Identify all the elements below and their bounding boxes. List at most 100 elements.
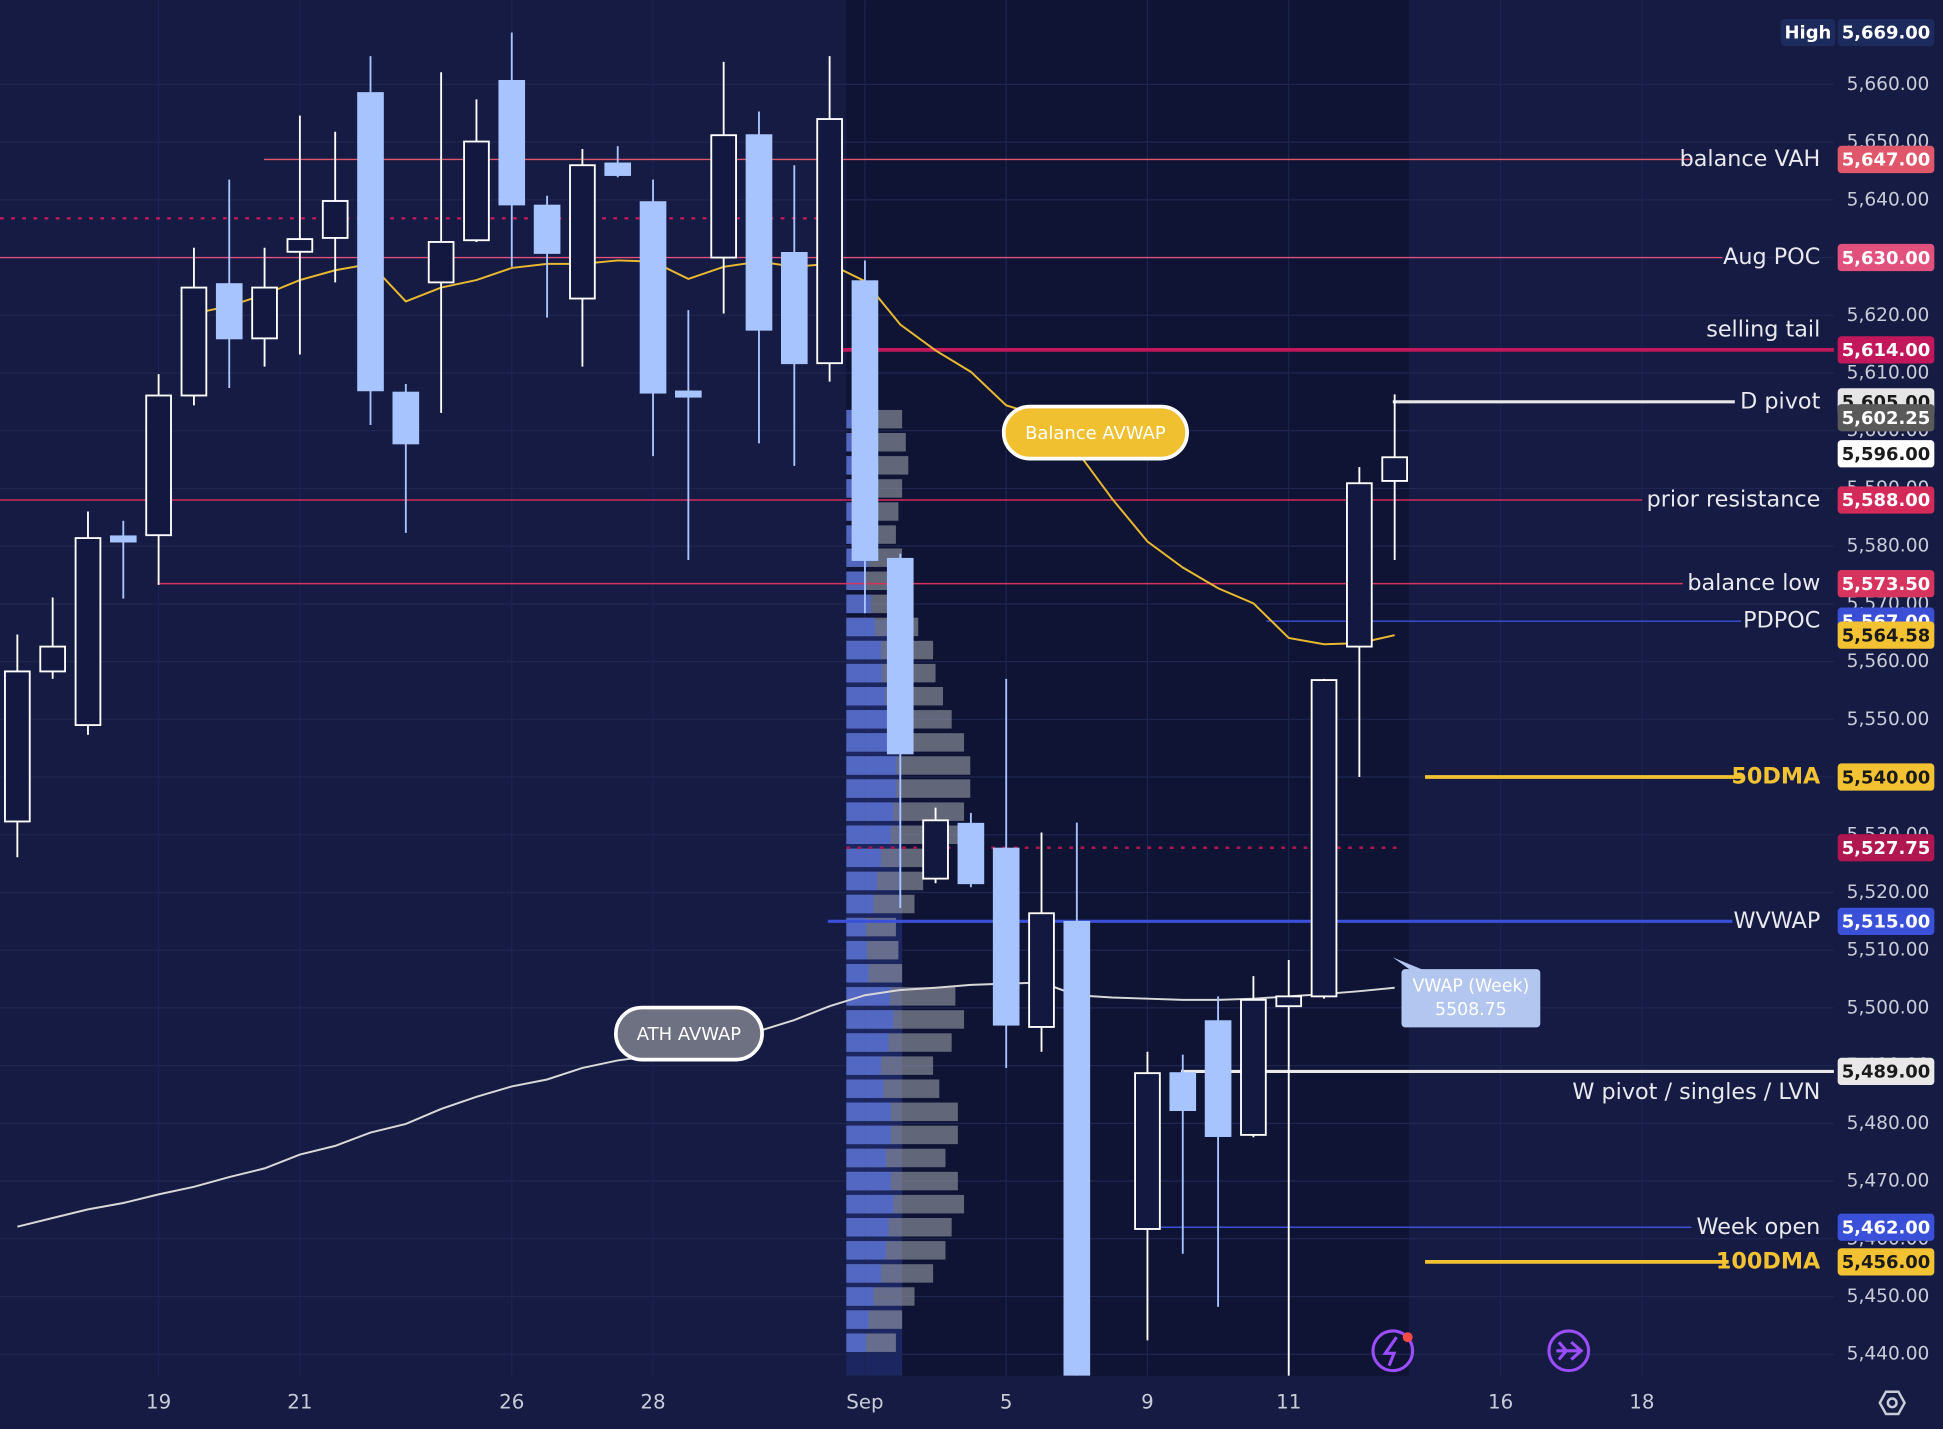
price-tag-label: 5,669.00	[1842, 23, 1931, 44]
price-tag-label: 5,602.25	[1842, 408, 1931, 429]
candle-body	[851, 280, 879, 561]
profile-bar-inner	[846, 1033, 889, 1052]
price-tag	[1837, 1057, 1935, 1086]
candle-body	[4, 670, 31, 823]
profile-bar-inner	[846, 1148, 886, 1168]
y-tick-label: 5,520.00	[1847, 882, 1930, 903]
profile-bar-inner	[846, 617, 876, 637]
candle-body	[780, 252, 808, 365]
candle-body	[1134, 1072, 1161, 1230]
price-tag-name: High	[1785, 23, 1832, 44]
profile-bar-inner	[846, 663, 883, 683]
settings-hub	[1886, 1397, 1898, 1409]
profile-bar-inner	[846, 1264, 882, 1283]
profile-bar-inner	[846, 1010, 894, 1029]
profile-bar-inner	[846, 1241, 886, 1260]
candle-body	[957, 822, 985, 885]
price-tag-label: 5,456.00	[1842, 1252, 1931, 1273]
y-tick-label: 5,620.00	[1847, 305, 1930, 326]
price-tag-label: 5,540.00	[1842, 767, 1931, 788]
price-tag	[1837, 1248, 1935, 1276]
candle-body	[321, 200, 349, 239]
level-label: 100DMA	[1716, 1248, 1821, 1274]
profile-bar-inner	[846, 571, 867, 591]
price-tag-name-box	[1780, 18, 1836, 47]
candle-body	[1204, 1020, 1232, 1137]
candle-body	[498, 80, 526, 206]
candle-body	[1240, 998, 1267, 1136]
profile-bar-inner	[846, 1056, 882, 1075]
candle-body	[145, 394, 172, 537]
x-tick-label: 21	[287, 1390, 312, 1413]
candle-body	[675, 390, 702, 398]
level-label: D pivot	[1740, 388, 1820, 414]
profile-bar-inner	[846, 640, 882, 660]
replay-icon[interactable]	[1547, 1329, 1591, 1373]
profile-bar-inner	[846, 894, 874, 914]
bottom-icons	[1371, 1329, 1907, 1416]
level-label: balance VAH	[1680, 146, 1821, 172]
candle-body	[1346, 482, 1373, 648]
line-name-pill	[1001, 404, 1189, 461]
candle-body	[886, 557, 914, 755]
price-tag	[1837, 145, 1935, 174]
overlay: 5,440.005,450.005,460.005,470.005,480.00…	[146, 18, 1935, 1413]
profile-bar-inner	[846, 940, 868, 960]
price-tag	[1837, 763, 1935, 791]
price-tag	[1837, 570, 1935, 598]
y-tick-label: 5,660.00	[1847, 74, 1930, 95]
line-name-pill	[614, 1005, 764, 1062]
candle-body	[463, 140, 490, 242]
price-tag-label: 5,489.00	[1842, 1062, 1931, 1083]
y-tick-label: 5,470.00	[1847, 1171, 1930, 1192]
price-tag-label: 5,596.00	[1842, 444, 1931, 465]
y-tick-label: 5,610.00	[1847, 362, 1930, 383]
x-tick-label: 16	[1488, 1390, 1513, 1413]
price-tag-label: 5,515.00	[1842, 912, 1931, 933]
callout-box	[1401, 969, 1541, 1028]
candle-body	[1275, 995, 1303, 1008]
price-tag	[1837, 336, 1935, 364]
level-label: WVWAP	[1733, 908, 1820, 934]
price-tag	[1837, 486, 1935, 514]
candle-body	[74, 537, 102, 727]
candle-body	[569, 164, 596, 300]
x-tick-label: 9	[1141, 1390, 1154, 1413]
profile-bar-inner	[846, 1287, 874, 1306]
line-name: Balance AVWAP	[1025, 423, 1166, 444]
candle-body	[357, 92, 384, 392]
candle-body	[639, 201, 667, 394]
price-tag	[1837, 18, 1935, 47]
price-tag-label: 5,630.00	[1842, 248, 1931, 269]
x-tick-label: 19	[146, 1390, 171, 1413]
price-tag-label: 5,573.50	[1842, 574, 1931, 595]
level-label: Week open	[1696, 1214, 1820, 1240]
candle-body	[286, 238, 314, 253]
profile-bar-inner	[846, 825, 891, 844]
candle-body	[215, 283, 243, 340]
candle-body	[427, 241, 455, 284]
profile-bar-inner	[846, 710, 889, 729]
callout-title: VWAP (Week)	[1412, 976, 1529, 996]
profile-bar-inner	[846, 848, 882, 868]
y-tick-label: 5,440.00	[1847, 1344, 1930, 1365]
candle-body	[180, 286, 208, 397]
profile-bar-inner	[846, 1333, 867, 1352]
alert-icon[interactable]	[1371, 1329, 1415, 1373]
x-tick-label: 5	[1000, 1390, 1013, 1413]
price-tag	[1837, 834, 1935, 862]
profile-bar-inner	[846, 871, 878, 891]
candle-body	[1063, 920, 1091, 1376]
candle-body	[392, 391, 420, 445]
price-tag-label: 5,614.00	[1842, 340, 1931, 361]
y-tick-label: 5,640.00	[1847, 189, 1930, 210]
candle-body	[816, 118, 843, 365]
settings-icon[interactable]	[1878, 1390, 1907, 1416]
candle-body	[1310, 679, 1338, 998]
price-tag	[1837, 907, 1935, 935]
candle-body	[745, 134, 773, 331]
candle-body	[1169, 1072, 1197, 1112]
profile-bar-inner	[846, 1102, 891, 1122]
price-tag	[1837, 621, 1935, 649]
